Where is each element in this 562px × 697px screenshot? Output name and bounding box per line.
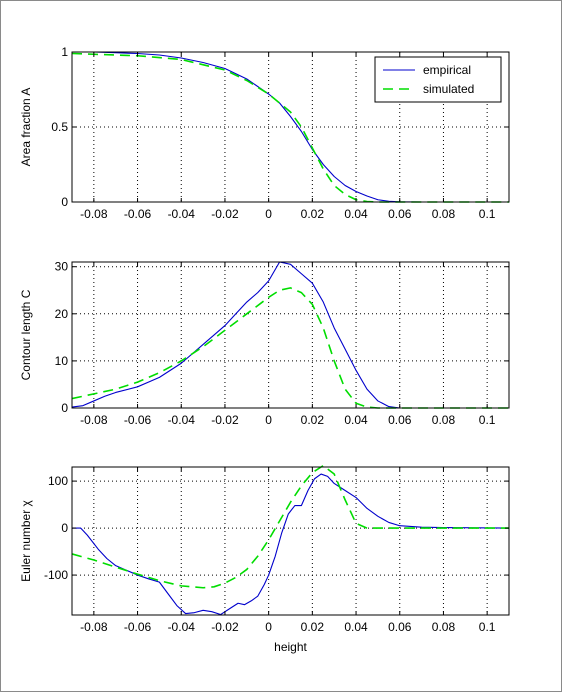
- axes-2-frame: [71, 261, 510, 409]
- axes-1-xtick-label-9: 0.1: [479, 207, 496, 221]
- legend-label-empirical: empirical: [423, 63, 471, 77]
- axes-3-xtick-label-6: 0.04: [344, 620, 368, 634]
- axes-3-xtick-label-5: 0.02: [301, 620, 325, 634]
- axes-3-ytick-label-1: 0: [61, 521, 68, 535]
- axes-3-xtick-label-7: 0.06: [388, 620, 412, 634]
- axes-2-ytick-label-2: 20: [55, 307, 69, 321]
- axes-2-xtick-label-8: 0.08: [432, 413, 456, 427]
- axes-3-series-empirical: [72, 473, 510, 616]
- axes-3-xtick-label-0: -0.08: [80, 620, 108, 634]
- axes-3-xtick-label-8: 0.08: [432, 620, 456, 634]
- axes-3-xtick-label-9: 0.1: [479, 620, 496, 634]
- axes-1-xtick-label-7: 0.06: [388, 207, 412, 221]
- axes-2-xtick-label-4: 0: [265, 413, 272, 427]
- axes-1-xtick-label-0: -0.08: [80, 207, 108, 221]
- axes-3-frame: [71, 466, 510, 616]
- axes-1-xtick-label-2: -0.04: [168, 207, 196, 221]
- axes-2-ytick-label-3: 30: [55, 260, 69, 274]
- axes-3-series-simulated: [71, 464, 509, 589]
- axes-3-ylabel: Euler number χ: [19, 499, 33, 581]
- axes-1-ytick-label-2: 1: [61, 45, 68, 59]
- axes-1-xtick-label-6: 0.04: [344, 207, 368, 221]
- axes-1-ylabel: Area fraction A: [19, 88, 33, 167]
- axes-2-xtick-label-9: 0.1: [479, 413, 496, 427]
- legend-box: [374, 56, 502, 103]
- axes-1-xtick-label-4: 0: [265, 207, 272, 221]
- axes-2-xtick-label-6: 0.04: [344, 413, 368, 427]
- axes-2-ylabel: Contour length C: [19, 289, 33, 380]
- axes-1-xtick-label-1: -0.06: [124, 207, 152, 221]
- axes-3-ytick-label-0: -100: [44, 568, 68, 582]
- axes-1-xtick-label-5: 0.02: [301, 207, 325, 221]
- axes-3-ytick-label-2: 100: [48, 474, 68, 488]
- axes-3-xtick-label-1: -0.06: [124, 620, 152, 634]
- axes-3-xtick-label-2: -0.04: [168, 620, 196, 634]
- axes-2-xtick-label-7: 0.06: [388, 413, 412, 427]
- axes-3-xtick-label-4: 0: [265, 620, 272, 634]
- axes-3-xlabel: height: [274, 640, 307, 654]
- axes-2-xtick-label-2: -0.04: [168, 413, 196, 427]
- axes-2-xtick-label-5: 0.02: [301, 413, 325, 427]
- axes-1-ytick-label-0: 0: [61, 195, 68, 209]
- axes-1-ytick-label-1: 0.5: [51, 120, 68, 134]
- axes-3-background: [72, 467, 509, 615]
- axes-1-xtick-label-8: 0.08: [432, 207, 456, 221]
- axes-1-series-empirical: [72, 51, 509, 203]
- axes-2-xtick-label-1: -0.06: [124, 413, 152, 427]
- axes-2-ytick-label-0: 0: [61, 401, 68, 415]
- axes-3-xtick-label-3: -0.02: [211, 620, 239, 634]
- axes-1-xtick-label-3: -0.02: [211, 207, 239, 221]
- axes-2-ytick-label-1: 10: [55, 354, 69, 368]
- axes-2-series-empirical: [71, 261, 509, 409]
- axes-2-xtick-label-0: -0.08: [80, 413, 108, 427]
- legend-label-simulated: simulated: [423, 82, 474, 96]
- axes-2-xtick-label-3: -0.02: [211, 413, 239, 427]
